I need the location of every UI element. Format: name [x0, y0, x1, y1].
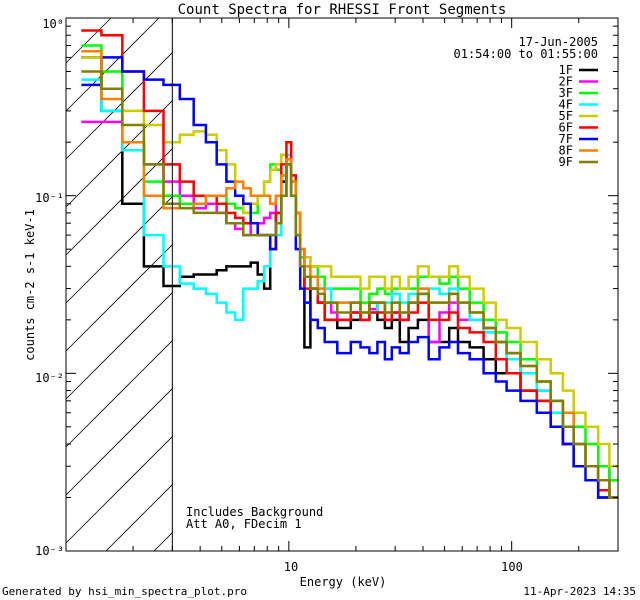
x-axis-label: Energy (keV) — [300, 575, 387, 589]
hatch-line — [105, 484, 173, 552]
legend-label-6F: 6F — [559, 121, 573, 135]
hatch-line — [65, 292, 173, 400]
series-5F-line — [81, 56, 618, 468]
legend-label-1F: 1F — [559, 63, 573, 77]
hatch-line — [65, 244, 173, 352]
y-tick-label-1e-3: 10⁻³ — [35, 544, 64, 558]
hatch-line — [65, 52, 173, 160]
legend-label-9F: 9F — [559, 155, 573, 169]
legend-label-3F: 3F — [559, 86, 573, 100]
y-tick-label-1e-2: 10⁻² — [35, 371, 64, 385]
axis-ticks — [65, 17, 619, 552]
hatch-line — [65, 148, 173, 256]
series-layer — [81, 29, 618, 499]
attenuator-note: Att A0, FDecim 1 — [186, 517, 302, 531]
footer-timestamp: 11-Apr-2023 14:35 — [523, 585, 636, 598]
x-tick-label-10: 10 — [284, 560, 298, 574]
series-9F-line — [81, 70, 618, 499]
legend-label-2F: 2F — [559, 75, 573, 89]
plot-frame — [65, 17, 619, 552]
y-tick-label-1e-1: 10⁻¹ — [35, 191, 64, 205]
legend-label-8F: 8F — [559, 144, 573, 158]
legend-label-7F: 7F — [559, 132, 573, 146]
legend-label-4F: 4F — [559, 98, 573, 112]
date-label: 17-Jun-2005 — [519, 35, 598, 49]
legend-label-5F: 5F — [559, 109, 573, 123]
hatch-line — [65, 100, 173, 208]
series-6F-line — [81, 29, 618, 499]
x-tick-label-100: 100 — [501, 560, 523, 574]
background-note: Includes Background — [186, 505, 323, 519]
hatch-line — [65, 436, 173, 544]
hatch-line — [65, 196, 173, 304]
hatch-line — [65, 340, 173, 448]
chart-title: Count Spectra for RHESSI Front Segments — [178, 2, 507, 18]
y-axis-label: counts cm-2 s-1 keV-1 — [23, 209, 37, 361]
hatch-line — [65, 388, 173, 496]
y-tick-label-1e0: 10⁰ — [42, 17, 64, 31]
excluded-energy-hatch — [65, 17, 173, 552]
footer-generator: Generated by hsi_min_spectra_plot.pro — [2, 585, 247, 598]
hatch-line — [65, 17, 160, 112]
time-range-label: 01:54:00 to 01:55:00 — [454, 47, 599, 61]
hatch-line — [153, 532, 173, 552]
hatch-line — [65, 17, 112, 64]
series-7F-line — [81, 56, 618, 499]
